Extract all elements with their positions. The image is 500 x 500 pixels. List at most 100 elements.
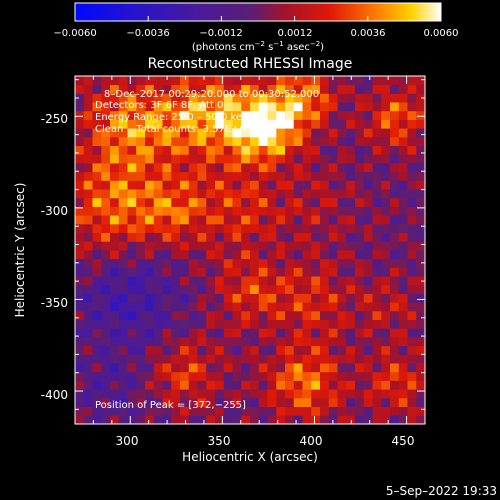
y-axis-label: Heliocentric Y (arcsec) (13, 183, 27, 318)
heatmap-cell (276, 145, 286, 155)
heatmap-cell (363, 310, 373, 320)
heatmap-cell (381, 128, 391, 138)
heatmap-cell (197, 371, 207, 381)
heatmap-cell (232, 250, 242, 260)
heatmap-cell (145, 102, 155, 112)
heatmap-cell (206, 154, 216, 164)
heatmap-cell (171, 154, 181, 164)
heatmap-cell (381, 267, 391, 277)
heatmap-cell (328, 293, 338, 303)
heatmap-cell (407, 389, 417, 399)
heatmap-cell (127, 215, 137, 225)
heatmap-cell (346, 110, 356, 120)
heatmap-cell (302, 293, 312, 303)
heatmap-cell (416, 180, 426, 190)
heatmap-cell (258, 415, 268, 425)
heatmap-cell (311, 84, 321, 94)
heatmap-cell (363, 232, 373, 242)
heatmap-cell (276, 223, 286, 233)
heatmap-cell (110, 302, 120, 312)
heatmap-cell (407, 276, 417, 286)
heatmap-cell (223, 241, 233, 251)
heatmap-cell (328, 110, 338, 120)
heatmap-cell (346, 76, 356, 86)
heatmap-cell (346, 215, 356, 225)
heatmap-cell (258, 180, 268, 190)
heatmap-cell (241, 215, 251, 225)
heatmap-cell (118, 223, 128, 233)
heatmap-cell (267, 197, 277, 207)
heatmap-cell (180, 215, 190, 225)
heatmap-cell (118, 171, 128, 181)
heatmap-cell (381, 397, 391, 407)
heatmap-cell (215, 258, 225, 268)
heatmap-cell (136, 406, 146, 416)
heatmap-cell (153, 345, 163, 355)
heatmap-cell (407, 371, 417, 381)
heatmap-cell (180, 258, 190, 268)
heatmap-cell (75, 215, 85, 225)
heatmap-cell (311, 154, 321, 164)
heatmap-cell (381, 119, 391, 129)
heatmap-cell (302, 154, 312, 164)
heatmap-cell (346, 232, 356, 242)
heatmap-cell (223, 232, 233, 242)
heatmap-cell (180, 267, 190, 277)
heatmap-cell (276, 302, 286, 312)
heatmap-cell (92, 136, 102, 146)
heatmap-cell (320, 415, 330, 425)
heatmap-cell (180, 250, 190, 260)
heatmap-cell (267, 250, 277, 260)
heatmap-cell (127, 232, 137, 242)
heatmap-cell (118, 319, 128, 329)
heatmap-cell (390, 310, 400, 320)
heatmap-cell (232, 93, 242, 103)
heatmap-cell (320, 371, 330, 381)
heatmap-cell (276, 363, 286, 373)
heatmap-cell (293, 250, 303, 260)
heatmap-cell (118, 293, 128, 303)
heatmap-cell (75, 93, 85, 103)
heatmap-cell (311, 345, 321, 355)
heatmap-cell (171, 397, 181, 407)
heatmap-cell (302, 276, 312, 286)
heatmap-cell (258, 128, 268, 138)
heatmap-cell (118, 284, 128, 294)
x-tick-label: 300 (116, 434, 139, 448)
heatmap-cell (293, 76, 303, 86)
heatmap-cell (398, 397, 408, 407)
heatmap-cell (363, 171, 373, 181)
heatmap-cell (232, 389, 242, 399)
heatmap-cell (206, 84, 216, 94)
heatmap-cell (363, 250, 373, 260)
heatmap-cell (285, 223, 295, 233)
heatmap-cell (153, 328, 163, 338)
heatmap-cell (407, 163, 417, 173)
heatmap-cell (337, 93, 347, 103)
heatmap-cell (372, 136, 382, 146)
heatmap-cell (293, 258, 303, 268)
heatmap-cell (293, 154, 303, 164)
heatmap-cell (363, 363, 373, 373)
heatmap-cell (110, 93, 120, 103)
heatmap-cell (416, 276, 426, 286)
heatmap-cell (197, 180, 207, 190)
heatmap-cell (372, 154, 382, 164)
heatmap-cell (145, 250, 155, 260)
heatmap-cell (92, 389, 102, 399)
heatmap-cell (180, 110, 190, 120)
heatmap-cell (188, 154, 198, 164)
heatmap-cell (145, 310, 155, 320)
heatmap-cell (153, 293, 163, 303)
heatmap-cell (180, 145, 190, 155)
heatmap-cell (92, 154, 102, 164)
heatmap-cell (180, 163, 190, 173)
heatmap-cell (215, 415, 225, 425)
heatmap-cell (390, 415, 400, 425)
heatmap-cell (206, 371, 216, 381)
heatmap-cell (258, 232, 268, 242)
heatmap-cell (162, 293, 172, 303)
heatmap-cell (188, 206, 198, 216)
heatmap-cell (92, 76, 102, 86)
heatmap-cell (171, 206, 181, 216)
